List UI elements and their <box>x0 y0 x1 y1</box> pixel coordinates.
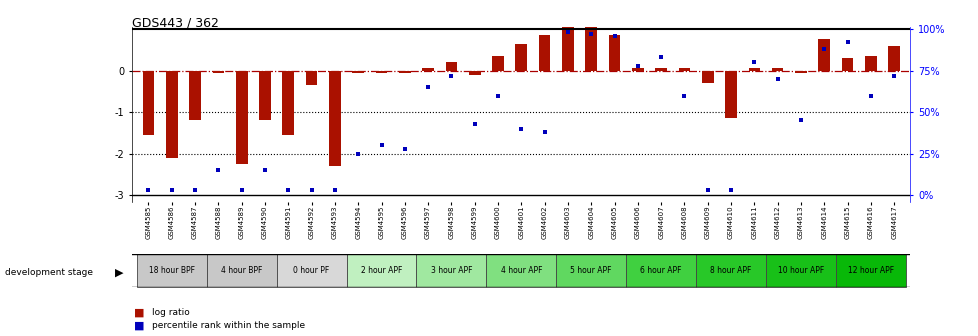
Bar <box>416 254 486 287</box>
Bar <box>376 71 387 73</box>
Bar <box>608 35 620 71</box>
Bar <box>771 69 782 71</box>
Text: 12 hour APF: 12 hour APF <box>847 266 893 275</box>
Text: 10 hour APF: 10 hour APF <box>778 266 823 275</box>
Bar <box>678 69 689 71</box>
Text: GDS443 / 362: GDS443 / 362 <box>132 17 219 30</box>
Text: percentile rank within the sample: percentile rank within the sample <box>152 322 304 330</box>
Bar <box>748 69 759 71</box>
Text: 4 hour BPF: 4 hour BPF <box>221 266 262 275</box>
Bar <box>212 71 224 73</box>
Bar <box>277 254 346 287</box>
Text: ■: ■ <box>134 321 145 331</box>
Bar <box>189 71 200 121</box>
Text: development stage: development stage <box>5 268 93 277</box>
Bar <box>445 62 457 71</box>
Bar <box>346 254 416 287</box>
Text: 6 hour APF: 6 hour APF <box>640 266 682 275</box>
Bar <box>794 71 806 73</box>
Text: 0 hour PF: 0 hour PF <box>293 266 330 275</box>
Text: 18 hour BPF: 18 hour BPF <box>149 266 195 275</box>
Bar <box>632 69 643 71</box>
Bar <box>865 56 875 71</box>
Text: log ratio: log ratio <box>152 308 190 317</box>
Bar <box>561 25 573 71</box>
Bar <box>329 71 340 166</box>
Bar <box>283 71 293 135</box>
Bar <box>654 69 666 71</box>
Text: 2 hour APF: 2 hour APF <box>361 266 402 275</box>
Bar <box>143 71 155 135</box>
Bar <box>626 254 695 287</box>
Bar <box>166 71 177 158</box>
Bar <box>399 71 410 73</box>
Bar <box>259 71 271 121</box>
Text: 8 hour APF: 8 hour APF <box>710 266 751 275</box>
Text: 4 hour APF: 4 hour APF <box>500 266 542 275</box>
Bar <box>841 58 853 71</box>
Bar <box>468 71 480 75</box>
Bar <box>556 254 626 287</box>
Bar <box>695 254 765 287</box>
Bar <box>725 71 736 118</box>
Bar <box>701 71 713 83</box>
Bar <box>538 35 550 71</box>
Bar <box>585 18 597 71</box>
Bar <box>486 254 556 287</box>
Bar <box>492 56 504 71</box>
Bar <box>206 254 277 287</box>
Bar <box>305 71 317 85</box>
Bar <box>818 39 829 71</box>
Bar <box>887 46 899 71</box>
Bar <box>515 44 526 71</box>
Bar <box>137 254 206 287</box>
Text: 3 hour APF: 3 hour APF <box>430 266 471 275</box>
Bar <box>422 69 433 71</box>
Bar <box>835 254 905 287</box>
Bar <box>236 71 247 164</box>
Bar <box>352 71 364 73</box>
Bar <box>765 254 835 287</box>
Text: 5 hour APF: 5 hour APF <box>570 266 611 275</box>
Text: ▶: ▶ <box>114 267 123 277</box>
Text: ■: ■ <box>134 307 145 318</box>
